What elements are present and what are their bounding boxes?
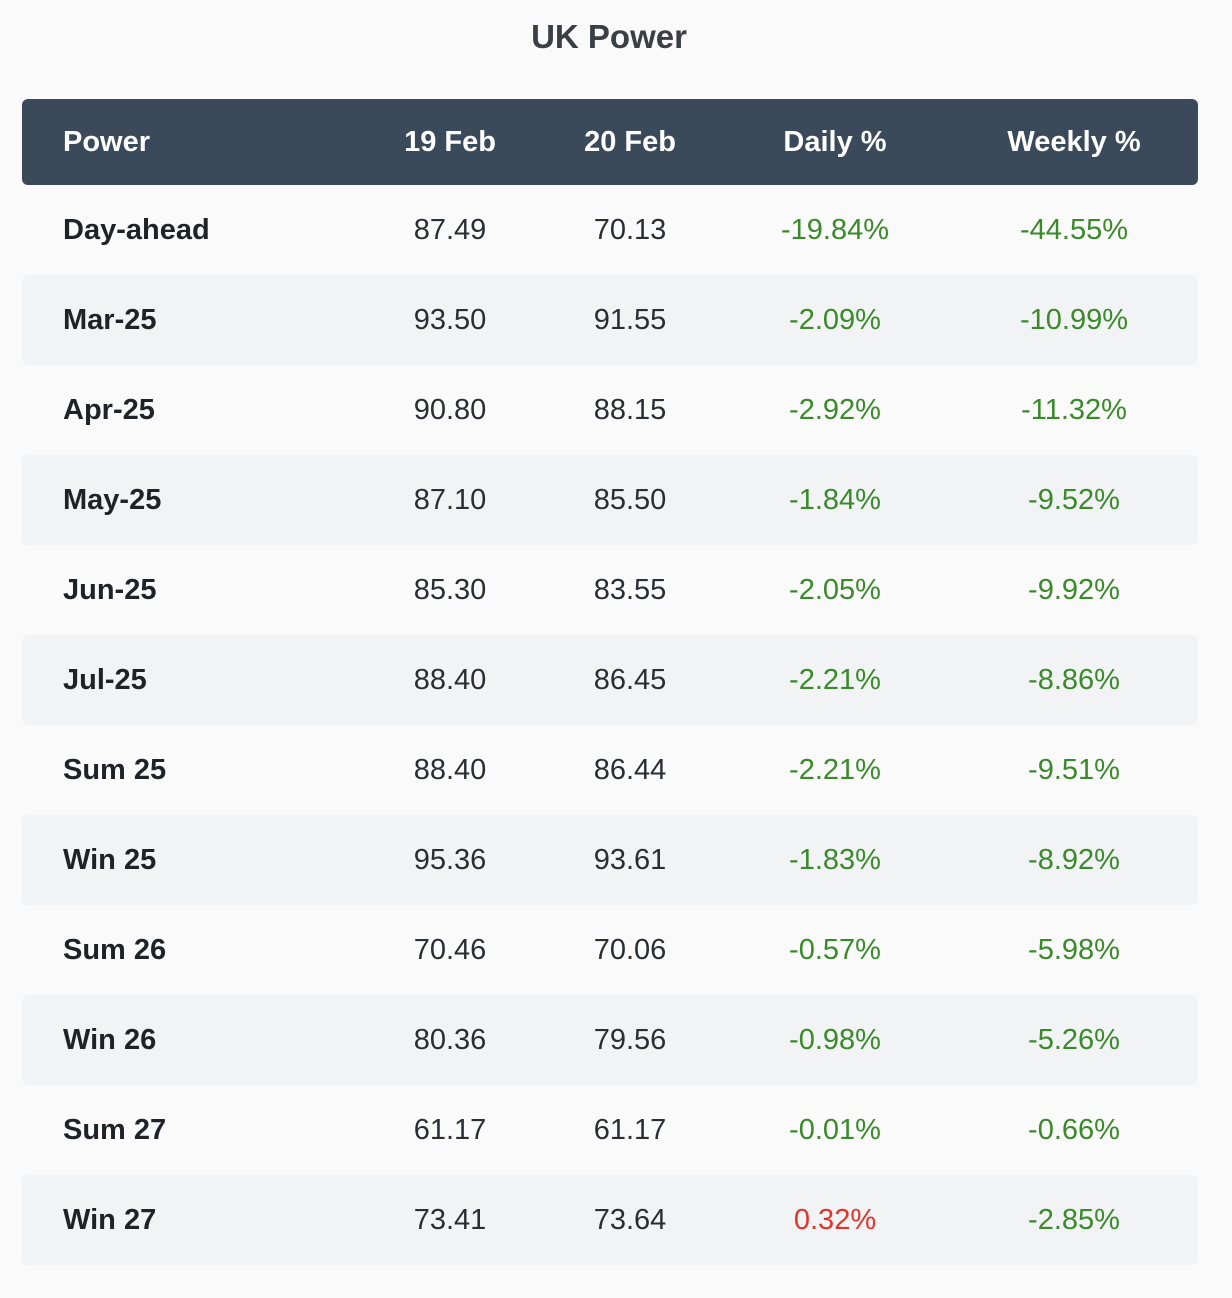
row-label: Win 25	[63, 843, 157, 876]
cell-daily-pct: -19.84%	[780, 213, 889, 246]
cell-daily-pct: -2.92%	[789, 393, 881, 426]
header-19-feb: 19 Feb	[404, 125, 496, 158]
cell-20-feb: 70.06	[593, 933, 667, 966]
cell-19-feb: 87.49	[413, 213, 487, 246]
table-row: Apr-25 90.80 88.15 -2.92% -11.32%	[22, 365, 1198, 455]
table-row: Win 27 73.41 73.64 0.32% -2.85%	[22, 1175, 1198, 1265]
cell-20-feb: 70.13	[593, 213, 667, 246]
row-label: Jul-25	[63, 663, 147, 696]
header-power: Power	[63, 125, 151, 158]
table-row: Sum 25 88.40 86.44 -2.21% -9.51%	[22, 725, 1198, 815]
cell-19-feb: 95.36	[413, 843, 487, 876]
cell-weekly-pct: -11.32%	[1021, 393, 1127, 426]
row-label: Win 27	[63, 1203, 157, 1236]
row-label: Apr-25	[63, 393, 155, 426]
table-header: Power 19 Feb 20 Feb Daily % Weekly %	[22, 99, 1198, 185]
cell-20-feb: 91.55	[593, 303, 667, 336]
cell-19-feb: 88.40	[413, 663, 487, 696]
cell-19-feb: 87.10	[413, 483, 487, 516]
cell-19-feb: 70.46	[413, 933, 487, 966]
cell-weekly-pct: -9.52%	[1028, 483, 1120, 516]
row-label: Sum 27	[63, 1113, 167, 1146]
cell-weekly-pct: -10.99%	[1019, 303, 1128, 336]
table-row: Jul-25 88.40 86.45 -2.21% -8.86%	[22, 635, 1198, 725]
cell-weekly-pct: -9.92%	[1028, 573, 1120, 606]
row-label: Sum 25	[63, 753, 167, 786]
table-row: Win 25 95.36 93.61 -1.83% -8.92%	[22, 815, 1198, 905]
row-label: Day-ahead	[63, 213, 210, 246]
table-row: Sum 27 61.17 61.17 -0.01% -0.66%	[22, 1085, 1198, 1175]
table-row: May-25 87.10 85.50 -1.84% -9.52%	[22, 455, 1198, 545]
cell-weekly-pct: -5.26%	[1028, 1023, 1120, 1056]
cell-daily-pct: -1.84%	[789, 483, 881, 516]
table-body: Day-ahead 87.49 70.13 -19.84% -44.55% Mar-25 9…	[22, 185, 1198, 1265]
cell-20-feb: 61.17	[593, 1113, 667, 1146]
table-row: Day-ahead 87.49 70.13 -19.84% -44.55%	[22, 185, 1198, 275]
cell-daily-pct: 0.32%	[793, 1203, 877, 1236]
header-20-feb: 20 Feb	[584, 125, 676, 158]
row-label: Jun-25	[63, 573, 157, 606]
power-table: Power 19 Feb 20 Feb Daily % Weekly % Day…	[22, 99, 1198, 1265]
table-row: Win 26 80.36 79.56 -0.98% -5.26%	[22, 995, 1198, 1085]
cell-weekly-pct: -9.51%	[1028, 753, 1120, 786]
cell-19-feb: 90.80	[413, 393, 487, 426]
cell-20-feb: 73.64	[593, 1203, 667, 1236]
cell-daily-pct: -2.09%	[789, 303, 881, 336]
cell-20-feb: 88.15	[593, 393, 667, 426]
table-row: Jun-25 85.30 83.55 -2.05% -9.92%	[22, 545, 1198, 635]
cell-20-feb: 79.56	[593, 1023, 667, 1056]
cell-weekly-pct: -2.85%	[1028, 1203, 1120, 1236]
header-daily-pct: Daily %	[783, 125, 887, 158]
cell-daily-pct: -1.83%	[789, 843, 881, 876]
cell-20-feb: 86.44	[593, 753, 667, 786]
cell-daily-pct: -0.01%	[789, 1113, 881, 1146]
cell-weekly-pct: -0.66%	[1028, 1113, 1120, 1146]
cell-20-feb: 86.45	[593, 663, 667, 696]
cell-daily-pct: -0.98%	[789, 1023, 881, 1056]
cell-daily-pct: -2.05%	[789, 573, 881, 606]
cell-weekly-pct: -44.55%	[1019, 213, 1128, 246]
cell-19-feb: 61.17	[413, 1113, 487, 1146]
row-label: Win 26	[63, 1023, 157, 1056]
cell-weekly-pct: -8.92%	[1028, 843, 1120, 876]
cell-20-feb: 93.61	[593, 843, 667, 876]
cell-20-feb: 83.55	[593, 573, 667, 606]
table-row: Sum 26 70.46 70.06 -0.57% -5.98%	[22, 905, 1198, 995]
row-label: May-25	[63, 483, 162, 516]
row-label: Sum 26	[63, 933, 167, 966]
cell-19-feb: 85.30	[413, 573, 487, 606]
cell-19-feb: 80.36	[413, 1023, 487, 1056]
cell-daily-pct: -2.21%	[789, 753, 881, 786]
cell-19-feb: 73.41	[413, 1203, 487, 1236]
table-title: UK Power	[531, 18, 687, 55]
table-row: Mar-25 93.50 91.55 -2.09% -10.99%	[22, 275, 1198, 365]
cell-weekly-pct: -8.86%	[1028, 663, 1120, 696]
row-label: Mar-25	[63, 303, 157, 336]
cell-daily-pct: -0.57%	[789, 933, 881, 966]
header-weekly-pct: Weekly %	[1007, 125, 1141, 158]
cell-19-feb: 88.40	[413, 753, 487, 786]
cell-19-feb: 93.50	[413, 303, 487, 336]
cell-weekly-pct: -5.98%	[1028, 933, 1120, 966]
cell-daily-pct: -2.21%	[789, 663, 881, 696]
cell-20-feb: 85.50	[593, 483, 667, 516]
